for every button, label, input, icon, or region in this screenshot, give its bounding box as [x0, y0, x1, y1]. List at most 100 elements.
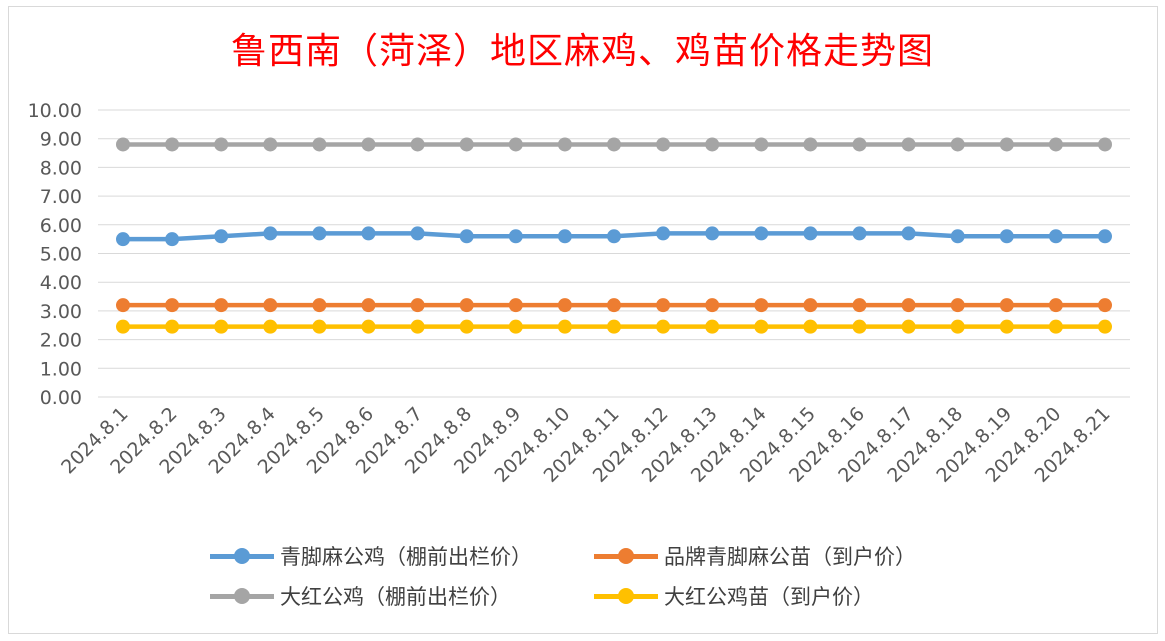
data-point-series-4 [312, 319, 327, 334]
data-point-series-3 [754, 137, 769, 152]
data-point-series-2 [214, 298, 229, 313]
data-point-series-1 [999, 229, 1014, 244]
legend-item-series-1: 青脚麻公鸡（棚前出栏价） [210, 538, 532, 574]
data-point-series-4 [508, 319, 523, 334]
data-point-series-2 [803, 298, 818, 313]
data-point-series-4 [557, 319, 572, 334]
data-point-series-1 [312, 226, 327, 241]
data-point-series-4 [263, 319, 278, 334]
data-point-series-3 [705, 137, 720, 152]
y-tick-label: 8.00 [40, 157, 82, 179]
data-point-series-3 [410, 137, 425, 152]
data-point-series-4 [410, 319, 425, 334]
y-tick-label: 2.00 [40, 330, 82, 352]
data-point-series-2 [852, 298, 867, 313]
data-point-series-1 [705, 226, 720, 241]
data-point-series-3 [901, 137, 916, 152]
data-point-series-2 [754, 298, 769, 313]
data-point-series-4 [803, 319, 818, 334]
y-tick-label: 4.00 [40, 272, 82, 294]
data-point-series-3 [656, 137, 671, 152]
data-point-series-2 [508, 298, 523, 313]
data-point-series-3 [165, 137, 180, 152]
data-point-series-3 [1048, 137, 1063, 152]
data-point-series-4 [754, 319, 769, 334]
data-point-series-4 [165, 319, 180, 334]
legend-item-series-4: 大红公鸡苗（到户价） [594, 578, 874, 614]
legend-label-series-4: 大红公鸡苗（到户价） [664, 585, 874, 609]
data-point-series-1 [1048, 229, 1063, 244]
data-point-series-1 [852, 226, 867, 241]
data-point-series-2 [607, 298, 621, 313]
y-tick-label: 7.00 [40, 186, 82, 208]
data-point-series-2 [656, 298, 671, 313]
data-point-series-3 [116, 137, 130, 152]
data-point-series-4 [999, 319, 1014, 334]
legend-label-series-2: 品牌青脚麻公苗（到户价） [664, 545, 916, 569]
data-point-series-4 [214, 319, 229, 334]
data-point-series-1 [656, 226, 671, 241]
data-point-series-2 [999, 298, 1014, 313]
data-point-series-1 [410, 226, 425, 241]
legend-item-series-3: 大红公鸡（棚前出栏价） [210, 578, 511, 614]
data-point-series-3 [459, 137, 474, 152]
data-point-series-3 [852, 137, 867, 152]
data-point-series-1 [263, 226, 278, 241]
data-point-series-1 [557, 229, 572, 244]
data-point-series-2 [705, 298, 720, 313]
y-tick-label: 3.00 [40, 301, 82, 323]
data-point-series-3 [508, 137, 523, 152]
data-point-series-2 [901, 298, 916, 313]
data-point-series-1 [459, 229, 474, 244]
data-point-series-4 [116, 319, 130, 334]
data-point-series-2 [165, 298, 180, 313]
data-point-series-3 [361, 137, 376, 152]
data-point-series-4 [459, 319, 474, 334]
data-point-series-3 [1098, 137, 1112, 152]
y-tick-label: 6.00 [40, 215, 82, 237]
data-point-series-4 [656, 319, 671, 334]
data-point-series-2 [361, 298, 376, 313]
data-point-series-1 [1098, 229, 1112, 244]
legend-item-series-2: 品牌青脚麻公苗（到户价） [594, 538, 916, 574]
data-point-series-3 [999, 137, 1014, 152]
data-point-series-1 [803, 226, 818, 241]
data-point-series-3 [312, 137, 327, 152]
data-point-series-3 [557, 137, 572, 152]
data-point-series-4 [901, 319, 916, 334]
data-point-series-1 [607, 229, 621, 244]
legend-swatch-series-3 [210, 586, 274, 606]
legend-label-series-1: 青脚麻公鸡（棚前出栏价） [280, 545, 532, 569]
data-point-series-2 [1048, 298, 1063, 313]
y-tick-label: 0.00 [40, 387, 82, 409]
data-point-series-4 [705, 319, 720, 334]
chart-area[interactable] [8, 6, 1158, 634]
data-point-series-2 [410, 298, 425, 313]
data-point-series-1 [214, 229, 229, 244]
legend-swatch-series-1 [210, 546, 274, 566]
data-point-series-3 [607, 137, 621, 152]
legend-swatch-series-2 [594, 546, 658, 566]
data-point-series-1 [950, 229, 965, 244]
data-point-series-1 [361, 226, 376, 241]
data-point-series-1 [165, 232, 180, 247]
data-point-series-3 [214, 137, 229, 152]
data-point-series-3 [803, 137, 818, 152]
data-point-series-1 [901, 226, 916, 241]
data-point-series-1 [116, 232, 130, 247]
data-point-series-2 [312, 298, 327, 313]
data-point-series-2 [1098, 298, 1112, 313]
data-point-series-4 [361, 319, 376, 334]
data-point-series-3 [950, 137, 965, 152]
y-tick-label: 10.00 [28, 100, 82, 122]
data-point-series-2 [263, 298, 278, 313]
data-point-series-2 [557, 298, 572, 313]
data-point-series-1 [754, 226, 769, 241]
data-point-series-4 [950, 319, 965, 334]
chart-title: 鲁西南（菏泽）地区麻鸡、鸡苗价格走势图 [230, 31, 934, 72]
y-tick-label: 5.00 [40, 244, 82, 266]
data-point-series-2 [116, 298, 130, 313]
data-point-series-3 [263, 137, 278, 152]
data-point-series-4 [1048, 319, 1063, 334]
